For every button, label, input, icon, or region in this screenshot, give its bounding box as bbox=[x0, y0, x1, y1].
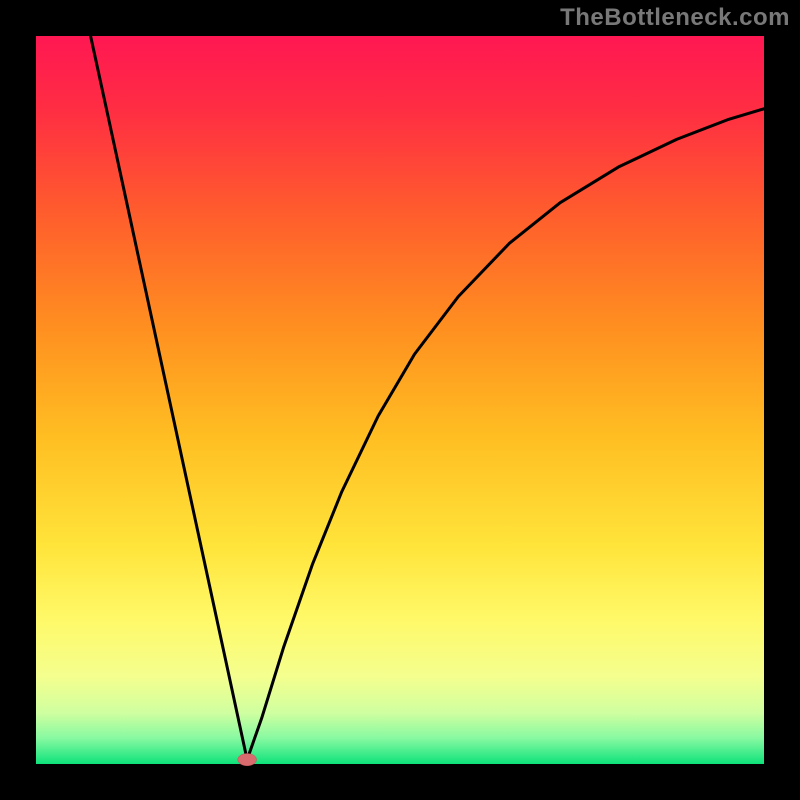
bottleneck-marker bbox=[238, 753, 257, 765]
bottleneck-chart bbox=[0, 0, 800, 800]
chart-frame: TheBottleneck.com bbox=[0, 0, 800, 800]
watermark-label: TheBottleneck.com bbox=[560, 4, 790, 32]
